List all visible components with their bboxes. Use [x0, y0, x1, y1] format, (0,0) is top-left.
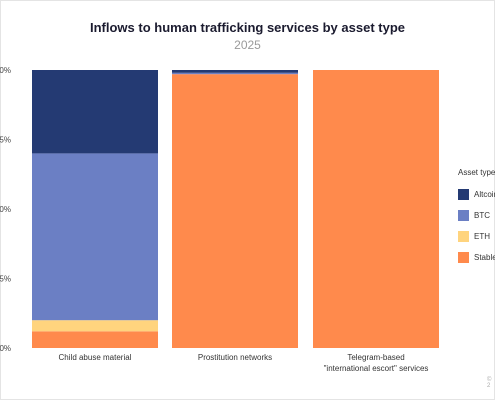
x-tick-label: Telegram-based — [347, 353, 404, 362]
legend-title: Asset type — [458, 168, 495, 177]
legend-label: Altcoin — [474, 189, 495, 199]
x-tick-label: Prostitution networks — [198, 353, 272, 362]
bar-segment-btc — [172, 72, 298, 75]
y-tick-label: 50% — [0, 205, 11, 214]
bar-segment-stablecoin — [313, 70, 439, 348]
legend-swatch — [458, 209, 469, 221]
chart-subtitle: 2025 — [234, 38, 261, 52]
legend-item-eth: ETH — [458, 230, 495, 242]
y-tick-label: 75% — [0, 136, 11, 145]
legend-label: Stablecoin — [474, 252, 495, 262]
bar-segment-altcoin — [172, 70, 298, 73]
legend: Asset type Altcoin BTC ETH Stablecoin — [458, 168, 495, 272]
legend-swatch — [458, 251, 469, 263]
legend-item-btc: BTC — [458, 209, 495, 221]
bar-segment-btc — [32, 153, 158, 321]
y-tick-label: 25% — [0, 275, 11, 284]
legend-swatch — [458, 230, 469, 242]
legend-item-altcoin: Altcoin — [458, 188, 495, 200]
legend-label: BTC — [474, 210, 490, 220]
y-tick-label: 0% — [0, 344, 11, 353]
x-tick-label: Child abuse material — [59, 353, 132, 362]
y-tick-label: 100% — [0, 66, 11, 75]
bar-segment-eth — [32, 320, 158, 332]
watermark: © 2 — [487, 377, 492, 389]
bar-segment-altcoin — [32, 70, 158, 154]
bar-segment-stablecoin — [32, 331, 158, 348]
legend-label: ETH — [474, 231, 490, 241]
x-tick-label: "international escort" services — [324, 364, 429, 373]
legend-item-stablecoin: Stablecoin — [458, 251, 495, 263]
chart-title: Inflows to human trafficking services by… — [90, 20, 405, 35]
legend-swatch — [458, 188, 469, 200]
bar-segment-stablecoin — [172, 74, 298, 349]
